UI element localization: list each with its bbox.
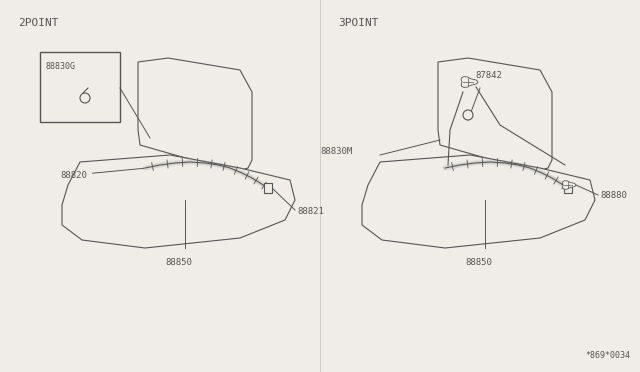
Text: 87842: 87842: [475, 71, 502, 80]
Bar: [564, 183, 572, 193]
Bar: [264, 183, 272, 193]
Bar: [40, 52, 120, 122]
Polygon shape: [461, 77, 478, 87]
Polygon shape: [438, 58, 552, 172]
Text: 88880: 88880: [600, 190, 627, 199]
Polygon shape: [138, 58, 252, 172]
Text: 88830M: 88830M: [320, 148, 352, 157]
Text: *869*0034: *869*0034: [585, 351, 630, 360]
Circle shape: [463, 110, 473, 120]
Text: 88820: 88820: [60, 168, 144, 180]
Polygon shape: [62, 155, 295, 248]
Polygon shape: [563, 181, 576, 189]
Circle shape: [80, 93, 90, 103]
Polygon shape: [362, 155, 595, 248]
Text: 88850: 88850: [465, 258, 492, 267]
Text: 88830G: 88830G: [45, 62, 75, 71]
Text: 88821: 88821: [297, 208, 324, 217]
Text: 88850: 88850: [165, 258, 192, 267]
Text: 2POINT: 2POINT: [18, 18, 58, 28]
Text: 3POINT: 3POINT: [338, 18, 378, 28]
